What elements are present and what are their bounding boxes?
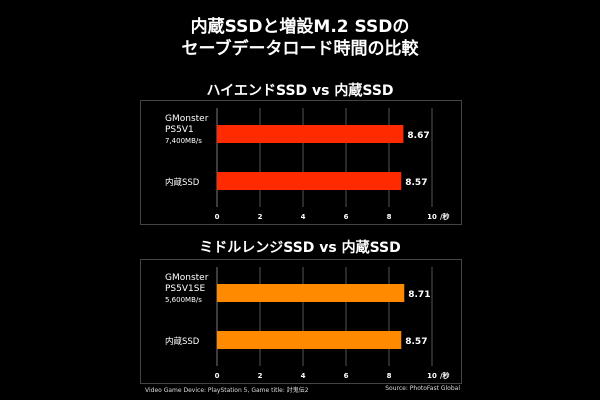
- x-tick-label: 0: [215, 372, 220, 380]
- x-tick-label: 6: [344, 372, 349, 380]
- category-label: GMonster: [165, 273, 209, 283]
- footer-device: Video Game Device: PlayStation 5, Game t…: [145, 387, 309, 394]
- x-tick-label: 8: [387, 213, 392, 221]
- footer-source: Source: PhotoFast Global: [385, 385, 460, 392]
- x-tick-label: 0: [215, 213, 220, 221]
- x-unit-label: /秒: [440, 212, 450, 221]
- title-line-2: セーブデータロード時間の比較: [181, 39, 419, 59]
- bar: [217, 331, 402, 349]
- panel-1: [140, 100, 462, 225]
- bar: [217, 125, 404, 143]
- x-tick-label: 2: [258, 372, 263, 380]
- panel-2-title: ミドルレンジSSD vs 内蔵SSD: [199, 240, 401, 256]
- bar: [217, 172, 402, 190]
- panel-1-title: ハイエンドSSD vs 内蔵SSD: [206, 83, 394, 99]
- x-unit-label: /秒: [440, 371, 450, 380]
- x-tick-label: 10: [427, 372, 437, 380]
- x-tick-label: 4: [301, 372, 306, 380]
- title-line-1: 内蔵SSDと増設M.2 SSDの: [190, 17, 410, 37]
- x-tick-label: 4: [301, 213, 306, 221]
- category-label: 5,600MB/s: [165, 296, 202, 304]
- chart-title: 内蔵SSDと増設M.2 SSDの セーブデータロード時間の比較: [0, 16, 600, 60]
- bar-value-label: 8.57: [405, 178, 427, 188]
- bar-value-label: 8.57: [405, 337, 427, 347]
- x-tick-label: 6: [344, 213, 349, 221]
- x-tick-label: 10: [427, 213, 437, 221]
- x-tick-label: 8: [387, 372, 392, 380]
- category-label: PS5V1: [165, 125, 194, 135]
- category-label: 7,400MB/s: [165, 137, 202, 145]
- x-tick-label: 2: [258, 213, 263, 221]
- bar: [217, 284, 405, 302]
- bar-value-label: 8.67: [407, 131, 429, 141]
- category-label: 内蔵SSD: [165, 336, 200, 347]
- category-label: PS5V1SE: [165, 284, 205, 294]
- category-label: GMonster: [165, 114, 209, 124]
- category-label: 内蔵SSD: [165, 177, 200, 188]
- bar-value-label: 8.71: [408, 290, 430, 300]
- panel-2: [140, 259, 462, 384]
